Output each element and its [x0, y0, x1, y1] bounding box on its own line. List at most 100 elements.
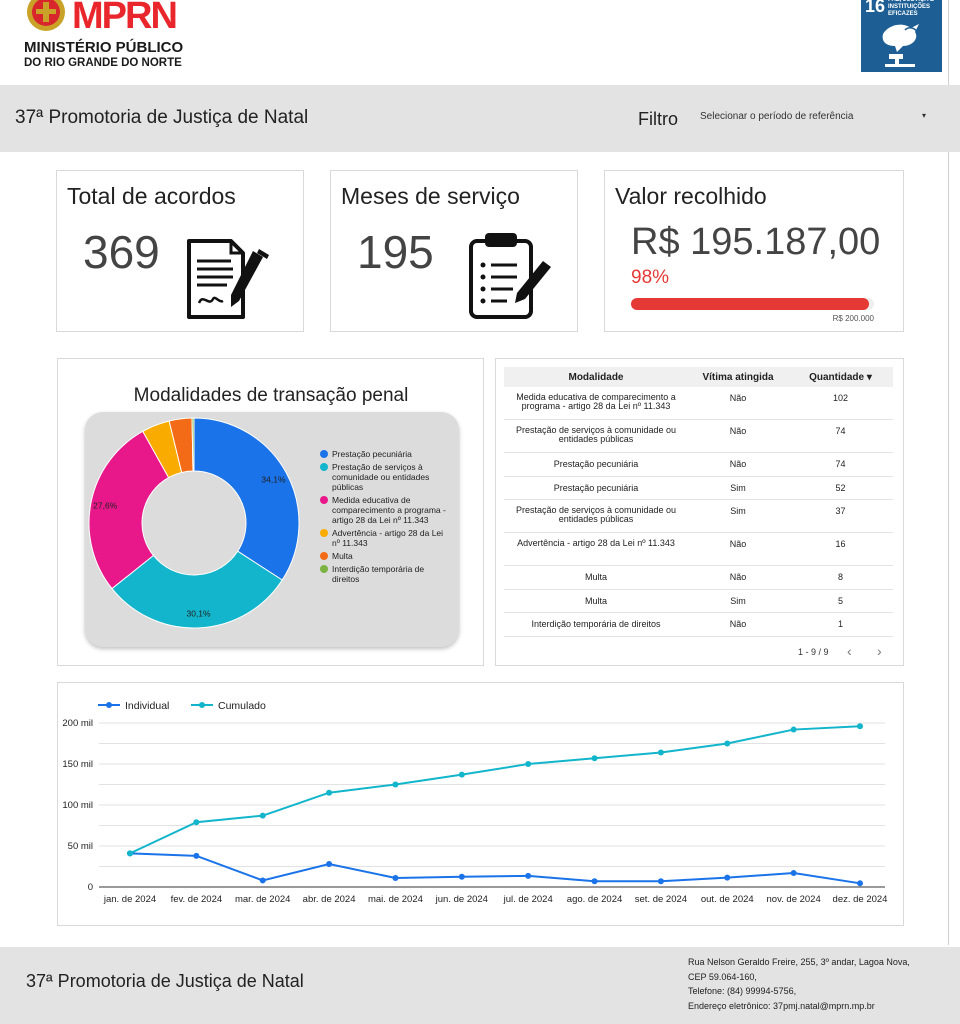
legend-item-4[interactable]: Multa: [320, 551, 450, 561]
title-band: [0, 85, 960, 152]
data-point-individual[interactable]: [591, 878, 598, 885]
donut-slice-1[interactable]: [111, 550, 283, 629]
data-point-individual[interactable]: [857, 880, 863, 887]
legend-swatch: [320, 450, 328, 458]
kpi-value: 369: [83, 226, 160, 278]
kpi-value: 195: [357, 226, 434, 278]
data-point-cumulado[interactable]: [392, 781, 399, 788]
table-row[interactable]: Prestação pecuniária Não 74: [504, 453, 893, 477]
data-point-cumulado[interactable]: [657, 749, 664, 756]
cell-modalidade: Multa: [584, 595, 607, 606]
footer-title: 37ª Promotoria de Justiça de Natal: [26, 971, 304, 991]
legend-label-individual[interactable]: Individual: [125, 700, 169, 712]
table-row[interactable]: Interdição temporária de direitos Não 1: [504, 613, 893, 637]
data-point-cumulado[interactable]: [857, 723, 863, 730]
data-point-individual[interactable]: [525, 872, 532, 879]
table-row[interactable]: Prestação pecuniária Sim 52: [504, 477, 893, 500]
data-point-individual[interactable]: [259, 877, 266, 884]
logo-line2: DO RIO GRANDE DO NORTE: [24, 57, 182, 69]
kpi-title: Meses de serviço: [341, 183, 520, 209]
next-page-button[interactable]: ›: [877, 643, 882, 659]
legend-item-2[interactable]: Medida educativa de comparecimento a pro…: [320, 495, 450, 525]
cell-quantidade: 1: [837, 619, 843, 629]
footer-phone: Telefone: (84) 99994-5756,: [688, 986, 797, 996]
col-header-quantidade[interactable]: Quantidade ▾: [788, 372, 893, 383]
donut-slice-2[interactable]: [88, 430, 170, 590]
cell-vitima: Não: [729, 459, 747, 469]
cell-modalidade: Prestação de serviços à comunidade ou en…: [515, 425, 677, 444]
legend-swatch: [320, 463, 328, 471]
donut-slice-5[interactable]: [191, 417, 195, 472]
data-point-individual[interactable]: [657, 878, 664, 885]
x-tick-label: dez. de 2024: [833, 894, 888, 905]
legend-label: Multa: [332, 551, 353, 561]
prev-page-button[interactable]: ‹: [847, 643, 852, 659]
period-filter-dropdown[interactable]: Selecionar o período de referência ▾: [700, 107, 930, 127]
legend-swatch: [320, 565, 328, 573]
donut-legend: Prestação pecuniária Prestação de serviço…: [320, 449, 450, 587]
cell-quantidade: 5: [837, 595, 843, 606]
data-point-individual[interactable]: [193, 852, 200, 859]
mprn-seal-icon: [27, 0, 65, 31]
legend-item-5[interactable]: Interdição temporária de direitos: [320, 564, 450, 584]
legend-item-0[interactable]: Prestação pecuniária: [320, 449, 450, 459]
progress-target: R$ 200.000: [832, 314, 874, 323]
cell-vitima: Sim: [730, 482, 746, 493]
footer-email[interactable]: Endereço eletrônico: 37pmj.natal@mprn.mp…: [688, 1000, 875, 1011]
legend-swatch: [320, 529, 328, 537]
logo-line1: MINISTÉRIO PÚBLICO: [24, 39, 184, 56]
cell-modalidade: Advertência - artigo 28 da Lei nº 11.343: [517, 538, 675, 548]
cell-quantidade: 52: [835, 482, 846, 493]
y-tick-label: 100 mil: [62, 800, 93, 811]
period-filter-placeholder: Selecionar o período de referência: [700, 111, 854, 122]
table-row[interactable]: Multa Não 8: [504, 566, 893, 590]
data-point-individual[interactable]: [724, 874, 731, 881]
contract-icon: [187, 239, 269, 319]
data-point-cumulado[interactable]: [724, 740, 731, 747]
data-point-cumulado[interactable]: [326, 789, 333, 796]
table-row[interactable]: Medida educativa de comparecimento a pro…: [504, 387, 893, 420]
donut-slice-0[interactable]: [193, 417, 300, 581]
legend-item-1[interactable]: Prestação de serviços à comunidade ou en…: [320, 462, 450, 492]
data-point-individual[interactable]: [392, 874, 399, 881]
y-tick-label: 200 mil: [62, 718, 93, 729]
kpi-title: Valor recolhido: [615, 183, 767, 209]
legend-label: Advertência - artigo 28 da Lei nº 11.343: [332, 528, 444, 548]
donut-slice-label-1: 30,1%: [186, 608, 211, 618]
table-row[interactable]: Prestação de serviços à comunidade ou en…: [504, 420, 893, 453]
data-point-cumulado[interactable]: [525, 761, 532, 767]
kpi-card-meses-servico: Meses de serviço 195: [330, 170, 578, 332]
data-point-cumulado[interactable]: [790, 726, 797, 733]
cell-vitima: Não: [729, 619, 747, 629]
cell-vitima: Não: [729, 393, 747, 403]
legend-label: Interdição temporária de direitos: [332, 564, 425, 584]
y-tick-label: 0: [88, 882, 93, 893]
pager-label: 1 - 9 / 9: [798, 647, 829, 657]
data-point-individual[interactable]: [458, 873, 465, 880]
data-point-cumulado[interactable]: [591, 755, 598, 762]
footer-contact: Rua Nelson Geraldo Freire, 255, 3º andar…: [688, 955, 936, 1013]
kpi-value: R$ 195.187,00: [631, 221, 881, 263]
data-point-cumulado[interactable]: [259, 812, 266, 819]
col-header-vitima[interactable]: Vítima atingida: [702, 372, 774, 383]
legend-marker: [199, 702, 205, 708]
data-point-cumulado[interactable]: [458, 771, 465, 778]
table-header: Modalidade Vítima atingida Quantidade ▾: [504, 367, 893, 387]
data-point-individual[interactable]: [790, 870, 797, 877]
data-point-cumulado[interactable]: [127, 850, 133, 857]
footer-address-line1: Rua Nelson Geraldo Freire, 255, 3º andar…: [688, 957, 910, 967]
table-row[interactable]: Multa Sim 5: [504, 590, 893, 613]
col-header-modalidade[interactable]: Modalidade: [568, 372, 624, 383]
line-chart-plot: 0 50 mil 100 mil 150 mil 200 mil jan. de 2024…: [62, 700, 888, 905]
legend-item-3[interactable]: Advertência - artigo 28 da Lei nº 11.343: [320, 528, 450, 548]
table-row[interactable]: Prestação de serviços à comunidade ou en…: [504, 500, 893, 533]
donut-chart: 34,1% 30,1% 27,6%: [88, 417, 300, 629]
legend-label-cumulado[interactable]: Cumulado: [218, 700, 266, 712]
x-tick-label: set. de 2024: [635, 894, 687, 905]
data-point-cumulado[interactable]: [193, 819, 200, 826]
table-row[interactable]: Advertência - artigo 28 da Lei nº 11.343…: [504, 533, 893, 566]
legend-label: Medida educativa de comparecimento a pro…: [332, 495, 446, 525]
x-tick-label: mar. de 2024: [235, 894, 290, 905]
cell-modalidade: Multa: [584, 572, 607, 582]
data-point-individual[interactable]: [326, 861, 333, 868]
